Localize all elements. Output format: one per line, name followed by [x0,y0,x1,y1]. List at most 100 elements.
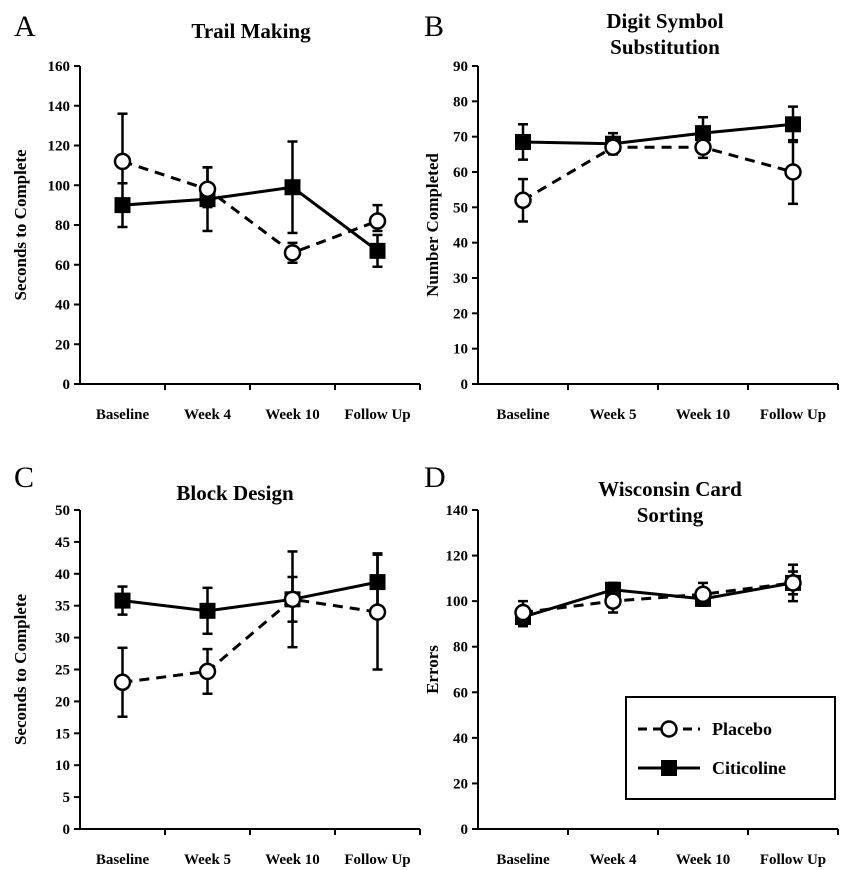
y-tick-label: 90 [453,59,468,75]
x-tick-label: Baseline [496,852,550,868]
y-tick-label: 0 [63,822,71,838]
series-citicoline-c [114,552,386,636]
y-tick-label: 25 [55,663,70,679]
legend: Placebo Citicoline [625,696,836,800]
series-placebo-c [113,550,387,718]
y-tick-label: 140 [446,503,469,519]
chart-panels: Trail Making020406080100120140160Baselin… [11,9,839,868]
y-axis-label-c: Seconds to Complete [11,594,30,746]
data-point-placebo [784,574,802,592]
legend-placebo-label: Placebo [712,719,772,739]
y-tick-label: 80 [453,640,468,656]
chart-title-d-line-2: Sorting [637,503,704,527]
x-tick-label: Week 4 [589,852,637,868]
x-tick-label: Baseline [96,852,150,868]
data-point-placebo [514,603,532,622]
series-line-placebo [122,597,378,684]
data-point-placebo [113,152,132,171]
chart-title-b-line-1: Digit Symbol [606,9,723,33]
x-tick-label: Week 5 [589,407,636,423]
y-tick-label: 100 [446,594,469,610]
y-tick-label: 80 [453,94,468,110]
legend-citicoline-label: Citicoline [712,758,786,778]
x-tick-label: Week 4 [184,407,232,423]
y-tick-label: 120 [446,549,469,565]
y-tick-label: 140 [48,99,71,115]
panel-letter-b: B [424,10,444,43]
y-tick-label: 20 [55,694,70,710]
data-point-placebo [283,244,302,262]
data-point-placebo [694,585,712,604]
data-point-placebo [694,138,712,157]
y-tick-label: 40 [55,567,70,583]
y-tick-label: 60 [55,258,70,274]
y-tick-label: 50 [453,200,468,216]
series-line-placebo [122,159,379,255]
series-placebo-a [113,112,387,265]
data-point-citicoline [369,242,386,259]
x-tick-label: Follow Up [344,407,410,423]
data-point-placebo [198,662,217,681]
y-axis-label-a: Seconds to Complete [11,149,30,301]
y-tick-label: 40 [55,298,70,314]
legend-box [625,696,836,800]
y-tick-label: 120 [48,139,71,155]
y-tick-label: 50 [55,503,70,519]
y-tick-label: 30 [55,631,70,647]
data-point-citicoline [284,179,301,196]
series-placebo-d [514,563,802,626]
data-point-placebo [368,603,387,621]
data-point-placebo [604,592,622,610]
chart-title-c-line-1: Block Design [176,481,294,505]
series-line-citicoline [122,580,378,613]
chart-title-d-line-1: Wisconsin Card [598,477,742,501]
series-line-placebo [522,145,794,202]
data-point-placebo [784,163,802,181]
y-tick-label: 35 [55,599,70,615]
x-tick-label: Week 5 [184,852,231,868]
data-point-placebo [368,212,387,230]
y-tick-label: 45 [55,535,70,551]
y-tick-label: 5 [63,790,71,806]
data-point-placebo [514,191,532,210]
series-line-citicoline [122,185,379,253]
series-line-citicoline [522,122,794,146]
data-point-placebo [198,180,217,198]
y-tick-label: 0 [461,377,469,393]
y-tick-label: 60 [453,685,468,701]
x-tick-label: Follow Up [344,852,410,868]
panel-letter-a: A [14,10,36,43]
legend-placebo-marker [660,720,678,738]
x-tick-label: Week 10 [676,852,731,868]
panel-letter-d: D [424,461,446,494]
series-placebo-b [514,135,802,223]
x-tick-label: Week 10 [265,407,320,423]
series-citicoline-d [515,570,801,628]
y-tick-label: 70 [453,130,468,146]
data-point-citicoline [199,602,216,619]
data-point-placebo [604,138,622,157]
y-tick-label: 30 [453,271,468,287]
chart-panel-c: Block Design 0 5 10 15 20 25 30 35 40 45 50 Baseline… [11,481,421,868]
panel-letter-c: C [14,461,34,494]
series-line-placebo [522,581,794,615]
series-line-citicoline [522,581,794,619]
data-point-placebo [113,673,132,692]
y-tick-label: 0 [461,822,469,838]
y-tick-label: 100 [48,178,71,194]
y-tick-label: 20 [55,337,70,353]
y-tick-label: 20 [453,306,468,322]
legend-citicoline-marker [661,760,677,776]
chart-panel-a: Trail Making 0 20 40 60 80 100 120 140 160 Baselin… [11,19,421,423]
x-tick-label: Week 10 [676,407,731,423]
data-point-citicoline [114,592,131,609]
y-tick-label: 15 [55,726,70,742]
y-tick-label: 80 [55,218,70,234]
x-tick-label: Week 10 [265,852,320,868]
y-axis-label-b: Number Completed [423,153,442,297]
y-axis-label-d: Errors [423,645,442,694]
y-tick-label: 40 [453,236,468,252]
y-tick-label: 10 [453,342,468,358]
